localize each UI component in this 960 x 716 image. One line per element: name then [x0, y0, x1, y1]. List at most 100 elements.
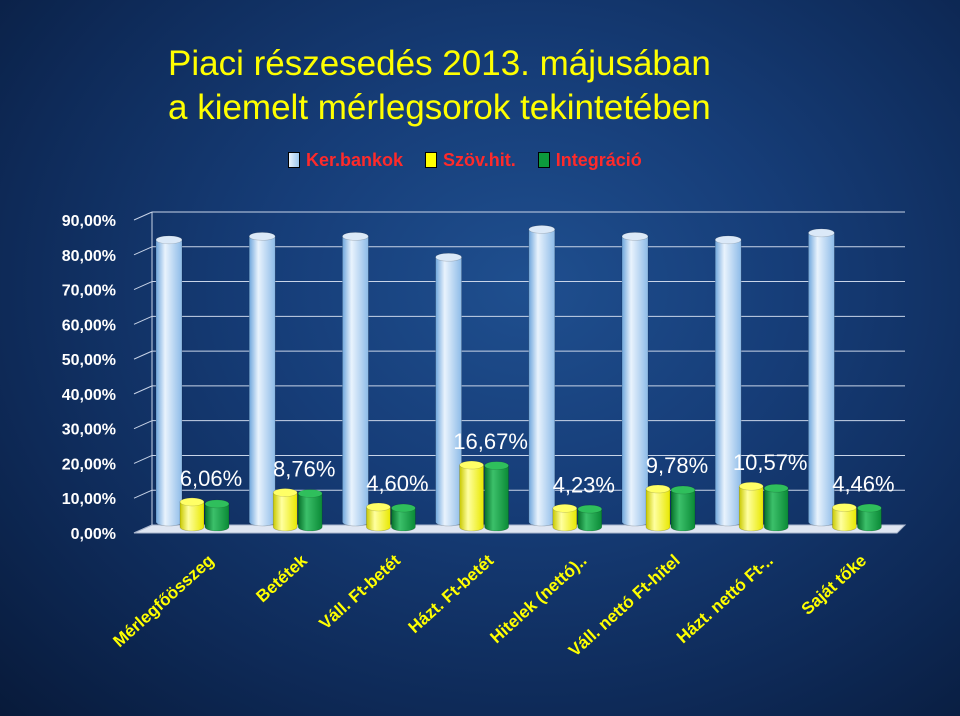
- bar-ker-bankok-body: [248, 236, 276, 527]
- bar-integracio: [484, 461, 509, 532]
- bar-ker-bankok-top: [342, 232, 369, 241]
- gridline-side: [133, 281, 153, 291]
- bar-szov-hit: [179, 497, 205, 532]
- legend-item-integracio: Integráció: [537, 149, 642, 171]
- bar-ker-bankok-top: [714, 235, 742, 245]
- y-tick-label: 60,00%: [62, 317, 116, 334]
- bar-ker-bankok: [528, 225, 556, 527]
- bar-integracio: [577, 504, 603, 532]
- y-tick-label: 70,00%: [62, 283, 116, 300]
- data-label: 10,57%: [733, 450, 808, 475]
- bar-szov-hit-body: [272, 492, 298, 532]
- bar-szov-hit: [272, 488, 298, 532]
- x-category-label: Betétek: [253, 550, 312, 606]
- legend-label-ker-bankok: Ker.bankok: [306, 149, 404, 170]
- bar-integracio: [204, 499, 230, 532]
- bar-integracio-top: [670, 485, 696, 495]
- legend-swatch-integracio: [537, 152, 550, 168]
- chart-floor: [133, 524, 907, 534]
- bar-integracio-body: [670, 489, 696, 532]
- bar-integracio-top: [391, 503, 416, 513]
- bar-szov-hit: [738, 481, 764, 532]
- bar-ker-bankok-body: [808, 232, 835, 527]
- bar-integracio-top: [857, 503, 882, 513]
- bar-ker-bankok: [621, 232, 649, 527]
- bar-ker-bankok: [155, 235, 183, 527]
- x-category-label: Hitelek (nettó)..: [487, 551, 591, 647]
- bar-ker-bankok-body: [528, 229, 556, 527]
- gridline-side: [133, 489, 153, 499]
- bar-ker-bankok-top: [621, 232, 649, 241]
- bar-szov-hit-body: [738, 485, 764, 532]
- data-label: 8,76%: [273, 457, 335, 482]
- y-tick-label: 40,00%: [62, 387, 116, 404]
- y-tick-label: 80,00%: [62, 248, 116, 265]
- bar-szov-hit-body: [179, 501, 205, 532]
- bar-szov-hit-body: [832, 507, 857, 532]
- x-category-label: Házt. nettó Ft-..: [673, 551, 777, 647]
- data-label-layer: 6,06% 8,76% 4,60% 16,67% 4,23% 9,78% 10,57% 4,4…: [180, 429, 895, 497]
- bar-ker-bankok: [435, 252, 462, 527]
- bar-integracio-body: [857, 507, 882, 532]
- bar-integracio-top: [484, 461, 509, 470]
- bar-ker-bankok: [248, 232, 276, 527]
- data-label: 6,06%: [180, 466, 242, 491]
- chart-title: Piaci részesedés 2013. májusában a kieme…: [168, 42, 928, 130]
- bar-szov-hit-top: [552, 503, 578, 513]
- y-tick-label: 0,00%: [71, 526, 116, 543]
- bar-integracio: [670, 485, 696, 532]
- data-label: 16,67%: [453, 429, 528, 454]
- bar-szov-hit-body: [645, 488, 671, 532]
- bar-ker-bankok-top: [528, 225, 556, 234]
- bar-layer: [155, 225, 882, 532]
- legend-item-ker-bankok: Ker.bankok: [288, 150, 403, 171]
- x-axis-categories: Mérlegfőösszeg Betétek Váll. Ft-betét Házt.…: [109, 550, 870, 660]
- gridline-side: [133, 246, 153, 256]
- bar-ker-bankok-body: [621, 236, 649, 527]
- bar-szov-hit-top: [366, 502, 391, 512]
- bar-szov-hit: [366, 502, 391, 532]
- bar-integracio-top: [297, 489, 323, 498]
- bar-szov-hit: [832, 503, 857, 532]
- bar-integracio-body: [577, 508, 603, 532]
- bar-szov-hit: [552, 503, 578, 532]
- bar-ker-bankok-top: [808, 228, 835, 238]
- x-category-label: Házt. Ft-betét: [405, 551, 498, 637]
- title-line-2: a kiemelt mérlegsorok tekintetében: [168, 88, 711, 127]
- bar-szov-hit: [645, 484, 671, 532]
- bar-szov-hit-body: [459, 464, 484, 532]
- data-label: 4,60%: [366, 471, 428, 496]
- bar-integracio: [391, 503, 416, 532]
- bar-szov-hit-top: [738, 481, 764, 491]
- bar-ker-bankok-body: [714, 239, 742, 527]
- data-label: 9,78%: [646, 453, 708, 478]
- bar-ker-bankok-body: [435, 256, 462, 527]
- gridline-side: [133, 420, 153, 430]
- legend-swatch-ker-bankok: [288, 152, 300, 168]
- bar-ker-bankok-top: [155, 235, 183, 245]
- bar-integracio: [763, 483, 789, 532]
- data-label: 4,46%: [832, 471, 894, 496]
- legend-swatch-szov-hit: [425, 152, 438, 168]
- bar-szov-hit-top: [179, 497, 205, 507]
- bar-integracio: [297, 489, 323, 532]
- bar-ker-bankok: [342, 232, 369, 527]
- y-tick-label: 50,00%: [62, 352, 116, 369]
- bar-szov-hit-body: [366, 506, 391, 532]
- y-tick-label: 10,00%: [62, 491, 116, 508]
- legend-label-integracio: Integráció: [555, 149, 642, 170]
- gridline-side: [133, 454, 153, 464]
- x-category-label: Váll. Ft-betét: [316, 551, 405, 634]
- bar-ker-bankok-top: [435, 252, 462, 262]
- bar-integracio: [857, 503, 882, 532]
- title-line-1: Piaci részesedés 2013. májusában: [168, 44, 711, 83]
- gridline-side: [133, 385, 153, 395]
- legend-item-szov-hit: Szöv.hit.: [425, 150, 516, 171]
- data-label: 4,23%: [553, 472, 615, 497]
- bar-ker-bankok: [808, 228, 835, 527]
- bar-ker-bankok-body: [155, 239, 183, 527]
- bar-szov-hit-top: [832, 503, 857, 512]
- bar-integracio-body: [204, 503, 230, 532]
- legend-label-szov-hit: Szöv.hit.: [443, 149, 516, 170]
